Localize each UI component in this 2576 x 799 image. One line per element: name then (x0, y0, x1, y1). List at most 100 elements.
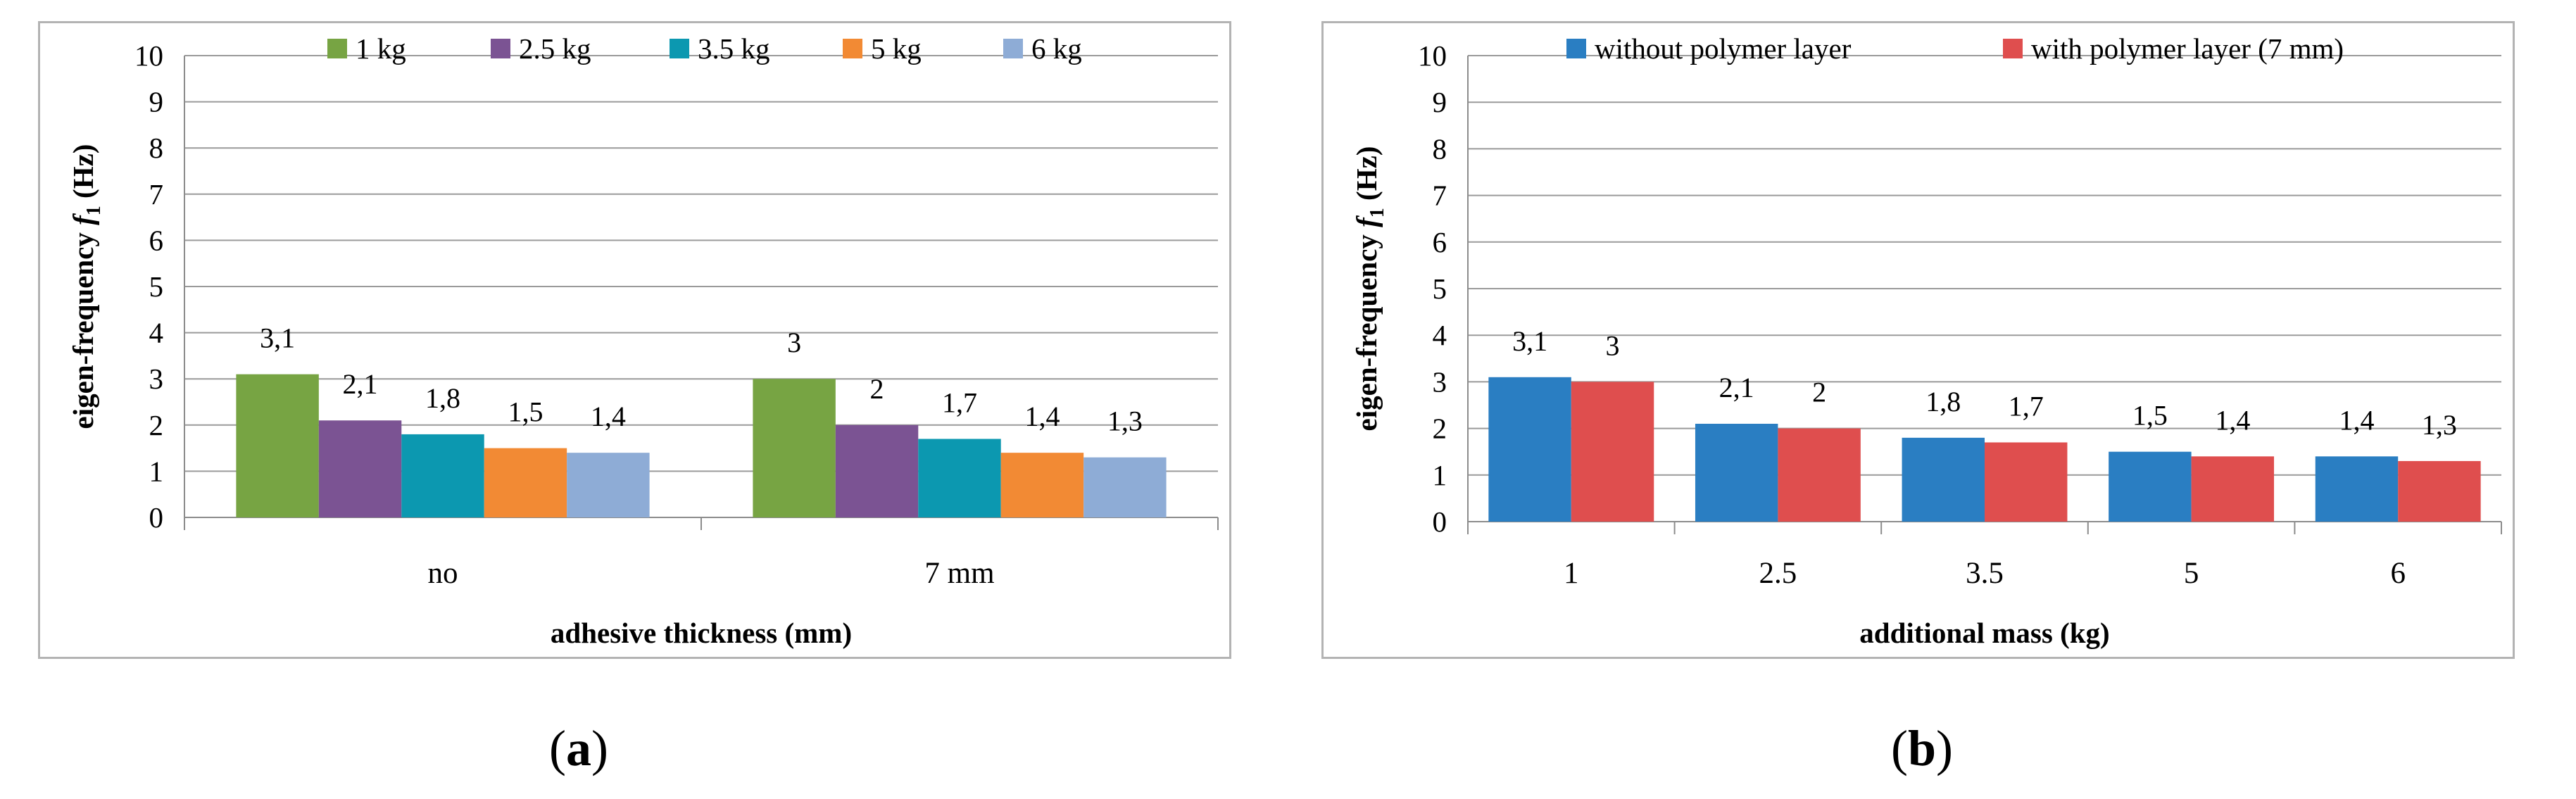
data-label: 3,1 (1512, 325, 1547, 357)
data-label: 2 (870, 373, 884, 405)
y-tick-label: 9 (1433, 86, 1447, 118)
y-tick-label: 6 (149, 224, 164, 256)
x-category-label: 3.5 (1966, 557, 2004, 590)
data-label: 2 (1812, 377, 1826, 408)
y-tick-label: 2 (1433, 413, 1447, 445)
legend-swatch (2003, 39, 2023, 58)
data-label: 2,1 (1719, 372, 1754, 403)
legend-label: 6 kg (1031, 32, 1082, 65)
x-axis-title: adhesive thickness (mm) (551, 617, 852, 649)
caption-a-open: ( (549, 720, 566, 776)
chart-a-svg: 0 1 2 3 4 5 6 7 8 9 10 3,1 3 2,1 2 1,8 1,7 1,5 1,4 1,4 1,3 no… (67, 32, 1219, 649)
x-axis-title: additional mass (kg) (1859, 617, 2109, 649)
data-label: 1,7 (2009, 390, 2044, 422)
legend-swatch (327, 39, 347, 58)
x-category-label: 5 (2184, 557, 2199, 590)
y-tick-label: 0 (1433, 505, 1447, 538)
x-category-label: 1 (1564, 557, 1579, 590)
data-label: 3 (787, 327, 801, 358)
data-label: 1,5 (508, 396, 543, 428)
data-label: 2,1 (343, 368, 378, 400)
legend-swatch (1003, 39, 1023, 58)
legend-label: 3.5 kg (698, 32, 770, 65)
bar (1985, 442, 2068, 522)
data-label: 1,8 (1925, 386, 1961, 417)
y-axis-title: eigen-frequency f1 (Hz) (67, 144, 105, 429)
bar (835, 424, 919, 517)
bar (1778, 428, 1861, 522)
data-label: 1,3 (2422, 409, 2457, 441)
bar (1571, 382, 1654, 522)
data-label: 1,4 (1024, 401, 1060, 432)
legend-label: 5 kg (871, 32, 922, 65)
data-label: 1,7 (942, 386, 977, 418)
bar (918, 439, 1001, 517)
x-category-label: 2.5 (1759, 557, 1797, 590)
y-tick-label: 2 (149, 409, 164, 441)
y-tick-label: 8 (149, 132, 164, 164)
y-tick-label: 5 (149, 270, 164, 303)
legend-item: 3.5 kg (670, 32, 770, 65)
bar (1902, 437, 1985, 522)
legend-item: 5 kg (843, 32, 922, 65)
legend-item: with polymer layer (7 mm) (2003, 32, 2344, 65)
legend-swatch (670, 39, 689, 58)
caption-b-open: ( (1891, 720, 1908, 776)
legend-item: without polymer layer (1566, 32, 1852, 65)
legend-swatch (843, 39, 862, 58)
y-tick-label: 1 (149, 455, 164, 487)
legend-label: 1 kg (356, 32, 406, 65)
y-tick-label: 3 (1433, 365, 1447, 398)
y-tick-label: 10 (134, 39, 163, 72)
y-tick-label: 3 (149, 363, 164, 395)
caption-b-letter: b (1907, 720, 1937, 776)
data-label: 3 (1606, 329, 1620, 361)
chart-panel-b: 0 1 2 3 4 5 6 7 8 9 10 3,1 2,1 1,8 1,5 1,4 3 2 1,7 1,4 1,3 1 2… (1321, 21, 2515, 659)
bar (753, 379, 836, 517)
y-tick-label: 6 (1433, 226, 1447, 258)
y-tick-label: 4 (149, 317, 164, 349)
bar (2315, 456, 2399, 522)
data-label: 1,8 (425, 382, 460, 414)
legend-item: 6 kg (1003, 32, 1082, 65)
data-label: 1,4 (2215, 404, 2250, 436)
data-label: 1,5 (2132, 400, 2168, 432)
y-tick-label: 10 (1418, 39, 1447, 72)
chart-b-svg: 0 1 2 3 4 5 6 7 8 9 10 3,1 2,1 1,8 1,5 1,4 3 2 1,7 1,4 1,3 1 2… (1350, 32, 2502, 649)
bar (484, 448, 567, 517)
y-tick-label: 7 (149, 178, 164, 210)
bar (2191, 456, 2275, 522)
y-tick-label: 9 (149, 86, 164, 118)
y-tick-label: 8 (1433, 132, 1447, 165)
bar (318, 420, 402, 517)
bar (1000, 453, 1084, 517)
x-category-label: no (428, 557, 458, 590)
y-tick-label: 1 (1433, 459, 1447, 491)
bar (567, 453, 650, 517)
bar (1488, 377, 1571, 522)
y-axis-title: eigen-frequency f1 (Hz) (1350, 146, 1388, 432)
caption-a: (a) (549, 719, 608, 778)
y-tick-label: 5 (1433, 272, 1447, 305)
caption-a-close: ) (591, 720, 608, 776)
legend-label: without polymer layer (1595, 32, 1852, 65)
y-tick-label: 7 (1433, 180, 1447, 212)
legend-label: with polymer layer (7 mm) (2031, 32, 2344, 65)
caption-a-letter: a (565, 720, 591, 776)
bar (236, 374, 319, 517)
data-label: 1,3 (1107, 405, 1143, 437)
bar (1083, 457, 1167, 517)
legend-label: 2.5 kg (519, 32, 591, 65)
data-label: 1,4 (591, 401, 626, 432)
y-tick-label: 4 (1433, 319, 1447, 351)
x-category-label: 6 (2390, 557, 2406, 590)
legend-item: 2.5 kg (491, 32, 591, 65)
bar (401, 434, 484, 517)
chart-panel-a: 0 1 2 3 4 5 6 7 8 9 10 3,1 3 2,1 2 1,8 1,7 1,5 1,4 1,4 1,3 no… (38, 21, 1231, 659)
bar (2109, 451, 2192, 522)
legend-swatch (491, 39, 510, 58)
data-label: 3,1 (260, 322, 295, 354)
bar (1695, 423, 1778, 522)
bar (2398, 460, 2481, 522)
caption-b-close: ) (1936, 720, 1954, 776)
